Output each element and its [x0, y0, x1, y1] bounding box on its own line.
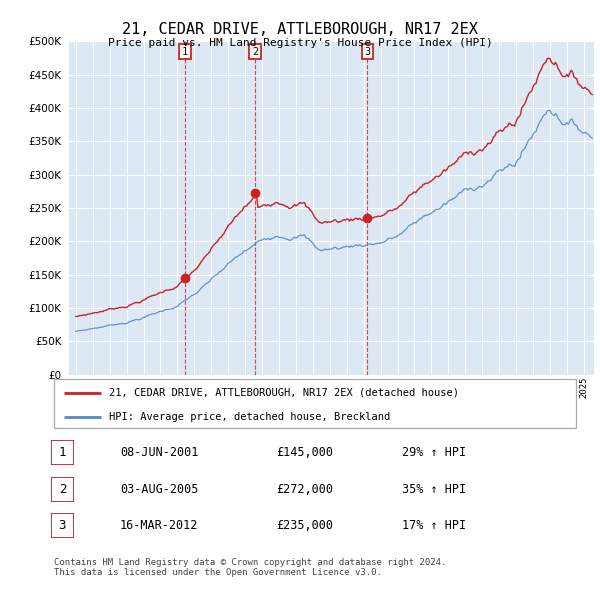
- Text: 1: 1: [59, 446, 66, 459]
- Text: Price paid vs. HM Land Registry's House Price Index (HPI): Price paid vs. HM Land Registry's House …: [107, 38, 493, 48]
- Text: 03-AUG-2005: 03-AUG-2005: [120, 483, 199, 496]
- Text: £145,000: £145,000: [276, 446, 333, 459]
- Text: 2: 2: [252, 47, 258, 57]
- FancyBboxPatch shape: [54, 379, 576, 428]
- Text: 3: 3: [364, 47, 370, 57]
- Text: Contains HM Land Registry data © Crown copyright and database right 2024.
This d: Contains HM Land Registry data © Crown c…: [54, 558, 446, 577]
- Text: 16-MAR-2012: 16-MAR-2012: [120, 519, 199, 532]
- Text: 17% ↑ HPI: 17% ↑ HPI: [402, 519, 466, 532]
- Text: £235,000: £235,000: [276, 519, 333, 532]
- Text: 21, CEDAR DRIVE, ATTLEBOROUGH, NR17 2EX: 21, CEDAR DRIVE, ATTLEBOROUGH, NR17 2EX: [122, 22, 478, 37]
- Text: 3: 3: [59, 519, 66, 532]
- Text: 21, CEDAR DRIVE, ATTLEBOROUGH, NR17 2EX (detached house): 21, CEDAR DRIVE, ATTLEBOROUGH, NR17 2EX …: [109, 388, 459, 398]
- Text: 35% ↑ HPI: 35% ↑ HPI: [402, 483, 466, 496]
- Text: 1: 1: [182, 47, 188, 57]
- Text: 08-JUN-2001: 08-JUN-2001: [120, 446, 199, 459]
- FancyBboxPatch shape: [51, 440, 74, 465]
- Text: 29% ↑ HPI: 29% ↑ HPI: [402, 446, 466, 459]
- Text: 2: 2: [59, 483, 66, 496]
- FancyBboxPatch shape: [51, 477, 74, 502]
- Text: HPI: Average price, detached house, Breckland: HPI: Average price, detached house, Brec…: [109, 412, 390, 422]
- Text: £272,000: £272,000: [276, 483, 333, 496]
- FancyBboxPatch shape: [51, 513, 74, 538]
